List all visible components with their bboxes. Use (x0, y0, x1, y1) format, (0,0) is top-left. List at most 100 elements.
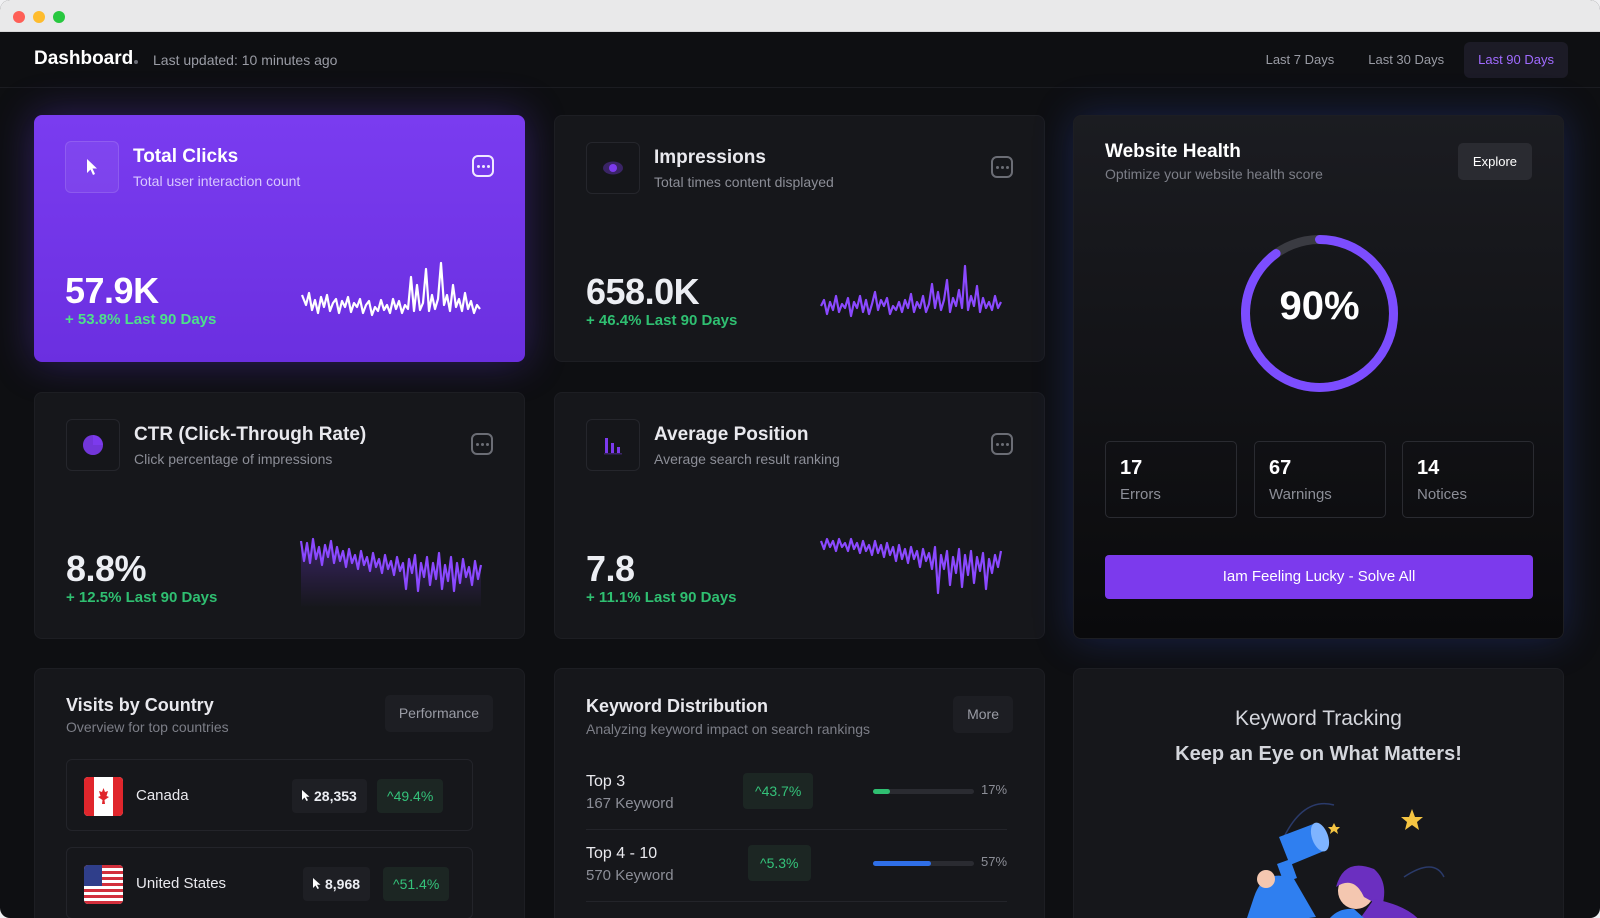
card-title: Total Clicks (133, 146, 239, 167)
clicks-value: 28,353 (314, 788, 357, 804)
page-title: Dashboard (34, 48, 134, 69)
growth-value: 43.7% (761, 783, 802, 799)
more-options-button[interactable] (991, 433, 1013, 455)
health-gauge (1241, 235, 1398, 392)
stat-number: 17 (1120, 457, 1143, 479)
keyword-range: Top 4 - 10 (586, 845, 658, 862)
cursor-icon (302, 790, 310, 801)
tracking-headline: Keep an Eye on What Matters! (1175, 743, 1462, 765)
performance-button[interactable]: Performance (384, 695, 493, 732)
keyword-share-bar (873, 789, 974, 794)
card-title: Average Position (654, 424, 809, 445)
card-subtitle: Click percentage of impressions (134, 451, 333, 467)
section-title: Keyword Distribution (586, 696, 769, 716)
more-options-button[interactable] (472, 155, 494, 177)
clicks-value: 8,968 (325, 876, 361, 892)
section-subtitle: Analyzing keyword impact on search ranki… (586, 721, 871, 737)
more-options-button[interactable] (471, 433, 493, 455)
cursor-icon (313, 878, 321, 889)
solve-all-button[interactable]: Iam Feeling Lucky - Solve All (1105, 555, 1533, 599)
metric-delta: + 46.4% Last 90 Days (586, 312, 738, 329)
keyword-count: 167 Keyword (586, 795, 674, 812)
keyword-count: 570 Keyword (586, 867, 674, 884)
stat-number: 14 (1417, 457, 1440, 479)
stat-label: Errors (1120, 486, 1161, 503)
metric-delta: + 53.8% Last 90 Days (65, 311, 217, 328)
tracking-title: Keyword Tracking (1235, 707, 1402, 730)
more-options-button[interactable] (991, 156, 1013, 178)
stat-label: Notices (1417, 486, 1468, 503)
metric-value: 658.0K (586, 271, 700, 312)
total-clicks-card: Total Clicks Total user interaction coun… (34, 115, 525, 362)
cursor-icon (65, 141, 119, 193)
card-subtitle: Total user interaction count (133, 173, 301, 189)
country-name: United States (136, 875, 227, 892)
more-button[interactable]: More (953, 696, 1013, 733)
keyword-row-top-3[interactable]: Top 3 167 Keyword ^43.7% 17% (586, 773, 1007, 833)
keyword-tracking-card: Keyword Tracking Keep an Eye on What Mat… (1073, 668, 1564, 918)
keyword-share: 57% (981, 854, 1008, 869)
errors-stat[interactable]: 17 Errors (1105, 441, 1237, 518)
arrow-up-icon: ^ (387, 788, 394, 804)
window-titlebar (0, 0, 1600, 32)
arrow-up-icon: ^ (393, 876, 400, 892)
country-name: Canada (136, 787, 189, 804)
eye-icon (586, 142, 640, 194)
warnings-stat[interactable]: 67 Warnings (1254, 441, 1386, 518)
website-health-card: Website Health Optimize your website hea… (1073, 115, 1564, 639)
pie-icon (66, 419, 120, 471)
keyword-share: 17% (981, 782, 1008, 797)
trophy-illustration (1247, 803, 1445, 918)
range-90-days-button[interactable]: Last 90 Days (1464, 42, 1568, 78)
health-score: 90% (1279, 284, 1360, 328)
section-subtitle: Overview for top countries (66, 719, 229, 735)
minimize-window-button[interactable] (33, 11, 45, 23)
maximize-window-button[interactable] (53, 11, 65, 23)
card-title: CTR (Click-Through Rate) (134, 424, 367, 445)
health-title: Website Health (1105, 141, 1241, 162)
country-row-canada[interactable]: Canada 28,353 ^49.4% (66, 759, 473, 831)
stat-number: 67 (1269, 457, 1292, 479)
canada-flag-icon (84, 777, 123, 816)
notices-stat[interactable]: 14 Notices (1402, 441, 1534, 518)
impressions-sparkline (820, 264, 1002, 318)
explore-button[interactable]: Explore (1457, 143, 1532, 180)
share-fill (873, 789, 891, 794)
country-clicks: 8,968 (303, 867, 371, 901)
visits-by-country-card: Visits by Country Overview for top count… (34, 668, 525, 918)
growth-value: 51.4% (399, 876, 440, 892)
growth-value: 5.3% (766, 855, 799, 871)
ctr-card: CTR (Click-Through Rate) Click percentag… (34, 392, 525, 639)
range-7-days-button[interactable]: Last 7 Days (1265, 52, 1335, 67)
share-fill (873, 861, 931, 866)
impressions-card: Impressions Total times content displaye… (554, 115, 1045, 362)
top-bar: Dashboard Last updated: 10 minutes ago L… (0, 32, 1600, 88)
card-subtitle: Total times content displayed (654, 174, 834, 190)
clicks-sparkline (300, 261, 481, 317)
usa-flag-icon (84, 865, 123, 904)
card-title: Impressions (654, 147, 766, 168)
stat-label: Warnings (1269, 486, 1332, 503)
country-growth: ^49.4% (377, 779, 444, 813)
keyword-row-top-4-10[interactable]: Top 4 - 10 570 Keyword ^5.3% 57% (586, 845, 1007, 905)
keyword-growth: ^43.7% (743, 773, 814, 809)
average-position-card: Average Position Average search result r… (554, 392, 1045, 639)
metric-delta: + 12.5% Last 90 Days (66, 589, 218, 606)
country-row-united-states[interactable]: United States 8,968 ^51.4% (66, 847, 473, 918)
close-window-button[interactable] (13, 11, 25, 23)
bar-chart-icon (586, 419, 640, 471)
separator-dot (134, 60, 138, 64)
range-30-days-button[interactable]: Last 30 Days (1368, 52, 1445, 67)
metric-delta: + 11.1% Last 90 Days (586, 589, 737, 606)
date-range-selector: Last 7 Days Last 30 Days Last 90 Days (1252, 42, 1568, 78)
keyword-range: Top 3 (586, 773, 626, 790)
keyword-distribution-card: Keyword Distribution Analyzing keyword i… (554, 668, 1045, 918)
metric-value: 57.9K (65, 270, 159, 311)
ctr-sparkline (299, 537, 483, 608)
section-title: Visits by Country (66, 695, 214, 715)
divider (586, 829, 1007, 830)
divider (586, 901, 1007, 902)
country-growth: ^51.4% (383, 867, 450, 901)
metric-value: 8.8% (66, 548, 147, 589)
